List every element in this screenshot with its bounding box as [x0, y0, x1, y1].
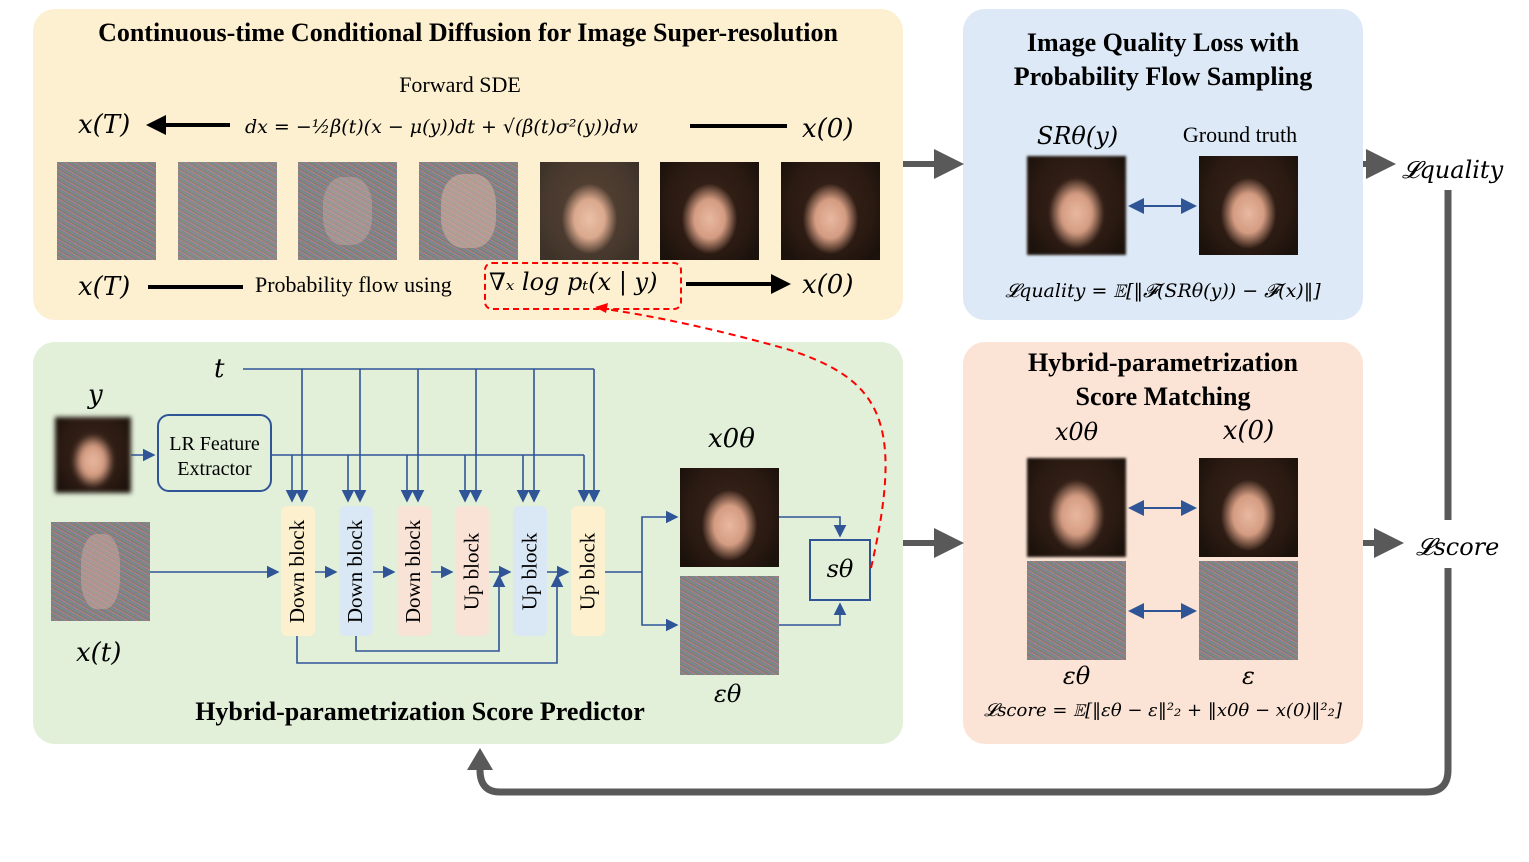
score-loss-label: 𝓛score	[1416, 533, 1500, 561]
diffusion-image-2	[178, 162, 277, 260]
unet-block-3: Down block	[397, 506, 431, 636]
sr-image	[1027, 156, 1126, 255]
sm-eps-label: ε	[1242, 662, 1255, 690]
diffusion-image-1	[57, 162, 156, 260]
diffusion-title: Continuous-time Conditional Diffusion fo…	[98, 18, 838, 47]
sm-epstheta-image	[1027, 561, 1126, 660]
diffusion-image-6	[660, 162, 759, 260]
lr-input-image	[55, 417, 131, 493]
forward-equation: dx = −½β(t)(x − μ(y))dt + √(β(t)σ²(y))dw	[245, 116, 638, 138]
unet-block-6: Up block	[571, 506, 605, 636]
x0-bottom-label: x(0)	[802, 270, 854, 300]
sm-x0-label: x(0)	[1222, 416, 1275, 446]
diffusion-image-3	[298, 162, 397, 260]
s-theta-label: sθ	[826, 555, 854, 583]
sm-epstheta-label: εθ	[1062, 662, 1091, 690]
diffusion-image-5	[540, 162, 639, 260]
lr-feature-extractor: LR Feature Extractor	[157, 414, 272, 492]
quality-loss-label: 𝓛quality	[1402, 156, 1504, 184]
ground-truth-label: Ground truth	[1182, 122, 1298, 147]
score-title-line2: Score Matching	[1075, 382, 1251, 411]
unet-block-5: Up block	[513, 506, 547, 636]
y-label: y	[88, 380, 103, 410]
flow-label: Probability flow using	[255, 272, 452, 297]
forward-arrow	[146, 115, 787, 135]
x0-top-label: x(0)	[802, 114, 854, 144]
score-title-line1: Hybrid-parametrization	[1027, 348, 1299, 377]
s-theta-box: sθ	[809, 539, 871, 601]
xT-top-label: x(T)	[78, 110, 131, 140]
feedback-arrow	[476, 568, 1452, 796]
score-equation: 𝓛score = 𝔼[‖εθ − ε‖²₂ + ‖x0θ − x(0)‖²₂]	[984, 700, 1342, 721]
predictor-wiring	[131, 368, 847, 664]
predictor-title: Hybrid-parametrization Score Predictor	[195, 697, 645, 726]
forward-sde-label: Forward SDE	[399, 72, 521, 97]
unet-block-2: Down block	[339, 506, 373, 636]
extractor-line2: Extractor	[177, 458, 252, 480]
xT-bottom-label: x(T)	[78, 272, 131, 302]
score-feedback-dashed-arrow	[597, 307, 887, 569]
quality-title-line1: Image Quality Loss with	[1026, 28, 1300, 57]
diffusion-image-7	[781, 162, 880, 260]
epstheta-label: εθ	[714, 680, 742, 708]
x0theta-image	[680, 468, 779, 567]
score-term: ∇ₓ log pₜ(x | y)	[489, 268, 658, 296]
quality-title-line2: Probability Flow Sampling	[1013, 62, 1313, 91]
diffusion-image-4	[419, 162, 518, 260]
sr-label: SRθ(y)	[1036, 122, 1119, 150]
extractor-line1: LR Feature	[169, 433, 260, 455]
sm-x0theta-image	[1027, 458, 1126, 557]
unet-block-1: Down block	[281, 506, 315, 636]
score-term-dashed-box	[484, 262, 682, 310]
unet-block-4: Up block	[455, 506, 489, 636]
ground-truth-image	[1199, 156, 1298, 255]
xt-label: x(t)	[76, 638, 122, 668]
xt-input-image	[51, 522, 150, 621]
quality-equation: 𝓛quality = 𝔼[‖𝓕(SRθ(y)) − 𝓕(x)‖]	[1005, 280, 1321, 302]
t-label: t	[214, 354, 225, 384]
epstheta-image	[680, 576, 779, 675]
sm-x0theta-label: x0θ	[1054, 418, 1099, 446]
x0theta-label: x0θ	[708, 424, 755, 454]
flow-arrow	[148, 274, 791, 294]
sm-x0-image	[1199, 458, 1298, 557]
sm-eps-image	[1199, 561, 1298, 660]
